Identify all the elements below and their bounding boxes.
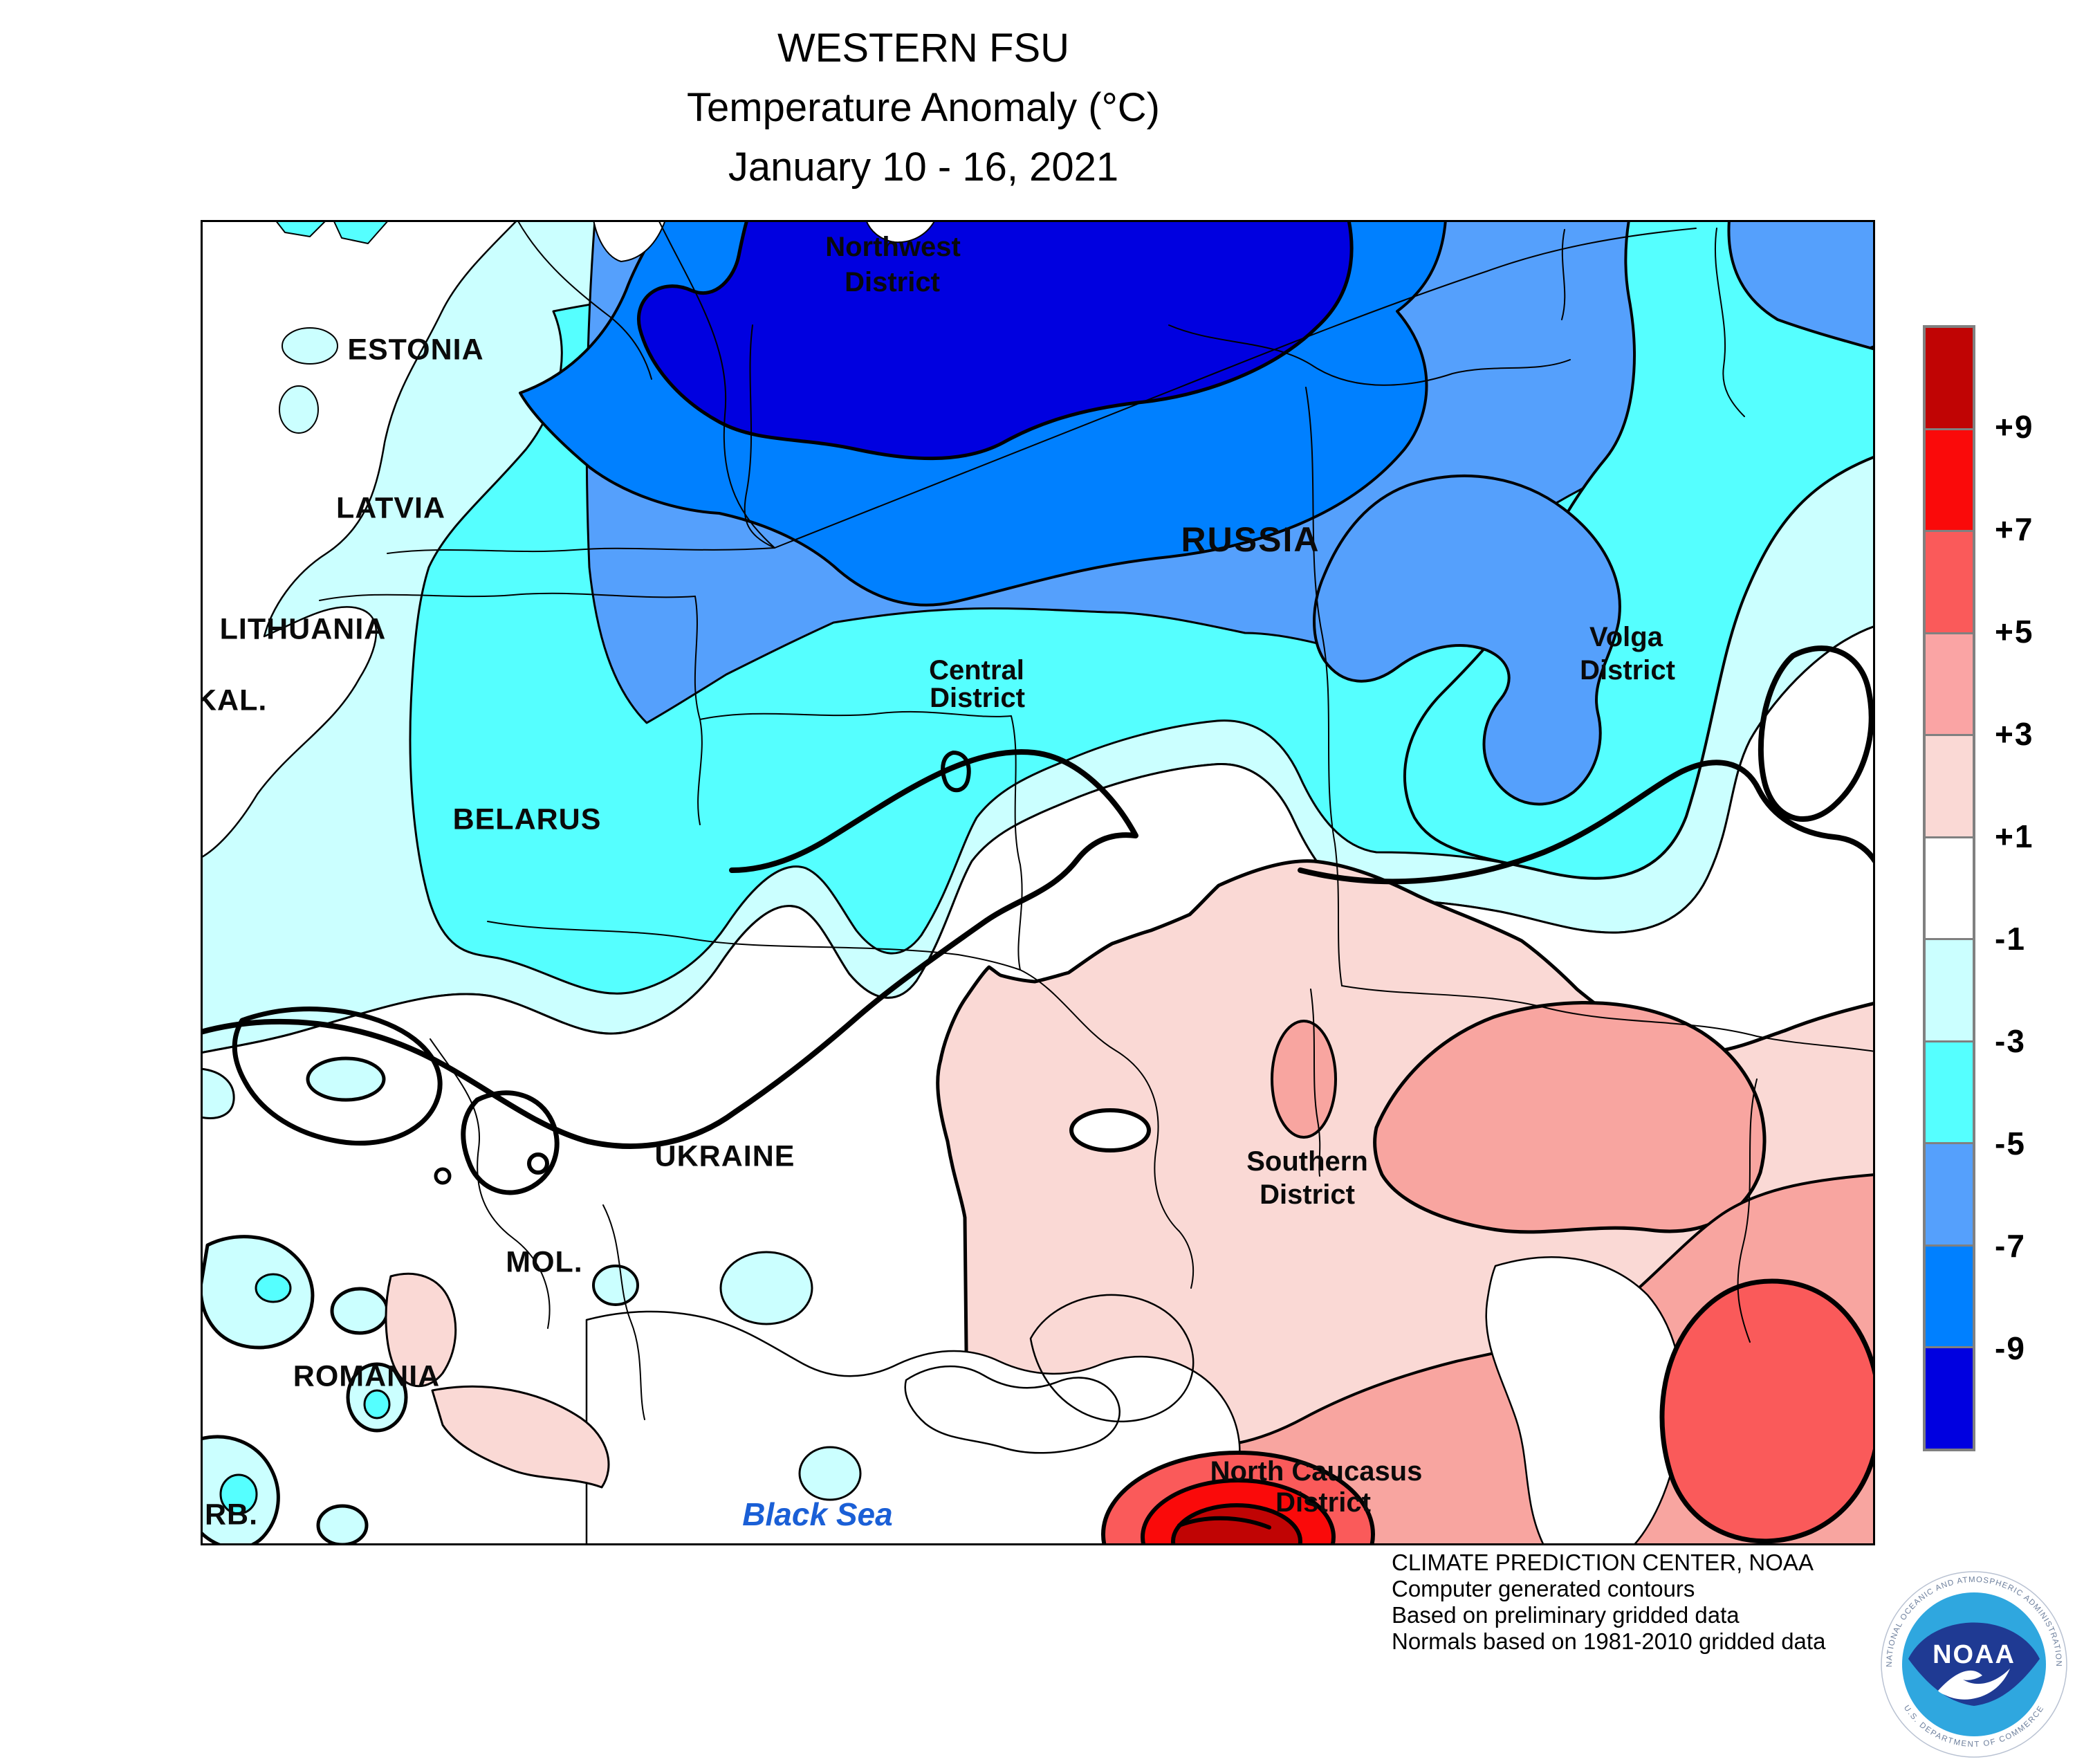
noaa-logo-seagull-icon [1938,1669,2010,1700]
map-date-range: January 10 - 16, 2021 [728,145,1119,190]
zero-contour-west [201,749,1138,1149]
label-volga-district-2: District [1580,655,1675,686]
label-russia: RUSSIA [1181,520,1320,559]
finland-cyan-patch-2 [333,220,389,244]
sea-of-azov-coast [1029,1294,1195,1423]
coastal-lake-1 [719,1251,813,1325]
label-southern-district-2: District [1260,1179,1355,1210]
island-hiiumaa [279,385,319,434]
tangle-cyan-cell-6 [592,1265,639,1306]
tangle-pink-cell-2 [431,1385,610,1489]
tangle-cyan-cell-2 [330,1287,389,1335]
map-border [201,220,1875,1545]
hotspot-inner-contour [1177,1516,1271,1529]
region-neg9 [637,220,1354,461]
region-pos3-east-blob [1373,1001,1767,1234]
tangle-cyan-core-4 [219,1473,258,1515]
legend-cell-neg5 [1926,1142,1973,1244]
legend-cell-zero [1926,836,1973,939]
noaa-logo-diamond [1908,1622,2040,1706]
label-kaliningrad: KAL. [201,683,268,717]
label-northwest-district-1: Northwest [825,232,961,262]
caspian-sea [1485,1256,1684,1545]
label-lithuania: LITHUANIA [219,612,387,646]
legend-cell-neg7 [1926,1244,1973,1347]
label-ukraine: UKRAINE [654,1139,795,1173]
hotspot-core-pos9 [1171,1503,1302,1545]
coast-notch-2 [865,220,936,244]
region-zero-pocket [1069,1108,1151,1152]
region-pos3-oval [1271,1020,1337,1139]
label-north-caucasus-district-1: North Caucasus [1210,1456,1423,1487]
noaa-logo-wordmark: NOAA [1933,1640,2016,1669]
legend-label-m3: -3 [1995,1023,2026,1059]
legend-label-p9: +9 [1995,409,2034,445]
temperature-legend [1923,325,1975,1451]
tangle-loop-3 [527,1152,549,1175]
contour-map-svg [201,220,1875,1545]
legend-label-p1: +1 [1995,818,2034,854]
legend-cell-pos5 [1926,530,1973,632]
label-northwest-district-2: District [845,267,940,297]
legend-cell-neg3 [1926,1040,1973,1143]
legend-cell-neg1 [1926,938,1973,1040]
label-serbia: RB. [205,1498,259,1532]
tangle-cyan-cell-7 [306,1056,386,1102]
label-central-district-1: Central [929,655,1024,686]
legend-label-p5: +5 [1995,614,2034,650]
zero-contour-pocket-loop [1758,645,1874,822]
zero-contour-east [1298,760,1875,885]
tangle-loop-2 [461,1090,560,1195]
legend-cell-neg9 [1926,1346,1973,1449]
zero-contour-d-loop [941,751,971,793]
label-estonia: ESTONIA [347,333,484,367]
legend-label-m7: -7 [1995,1228,2026,1264]
label-romania: ROMANIA [293,1359,441,1393]
tangle-loop-4 [434,1167,452,1185]
legend-label-p3: +3 [1995,716,2034,752]
tangle-pink-cell-1 [385,1272,457,1388]
label-moldova: MOL. [506,1245,583,1279]
tangle-cyan-core-3 [363,1389,391,1420]
legend-label-m1: -1 [1995,921,2026,957]
finland-cyan-patch-1 [275,220,327,237]
coast-notch-1 [593,220,666,262]
legend-label-m9: -9 [1995,1330,2026,1366]
label-north-caucasus-district-2: District [1275,1487,1371,1518]
credit-line-4: Normals based on 1981-2010 gridded data [1392,1628,1826,1654]
label-central-district-2: District [930,683,1025,713]
legend-label-m5: -5 [1995,1126,2026,1161]
credit-line-3: Based on preliminary gridded data [1392,1602,1740,1628]
region-pos5-southeast-blob [1659,1278,1875,1544]
edge-cyan-cell [201,1067,235,1119]
credit-line-1: CLIMATE PREDICTION CENTER, NOAA [1392,1550,1814,1575]
legend-label-p7: +7 [1995,511,2034,547]
tangle-cyan-cell-5 [316,1504,369,1545]
label-belarus: BELARUS [452,802,602,836]
legend-cell-pos7 [1926,428,1973,531]
crimea-coast [904,1365,1120,1454]
label-southern-district-1: Southern [1246,1146,1368,1177]
map-subtitle: Temperature Anomaly (°C) [687,85,1160,130]
admin-borders [319,220,1875,1420]
region-neg5-hook [1313,474,1621,806]
label-latvia: LATVIA [335,491,446,525]
legend-cell-pos1 [1926,734,1973,836]
coastal-lake-2 [798,1446,862,1501]
label-volga-district-1: Volga [1589,622,1663,652]
island-saaremaa [282,327,338,365]
tangle-cyan-core-1 [255,1273,292,1303]
credit-line-2: Computer generated contours [1392,1576,1695,1601]
map-title: WESTERN FSU [777,26,1070,71]
tangle-loop-1 [232,1007,443,1146]
contour-map: ESTONIA LATVIA LITHUANIA KAL. BELARUS UK… [201,220,1875,1545]
legend-cell-pos3 [1926,632,1973,735]
label-black-sea: Black Sea [742,1496,893,1532]
region-baltic-sea-white [201,220,519,859]
legend-cell-pos9 [1926,328,1973,428]
noaa-logo: NOAA NATIONAL OCEANIC AND ATMOSPHERIC AD… [1881,1571,2067,1758]
